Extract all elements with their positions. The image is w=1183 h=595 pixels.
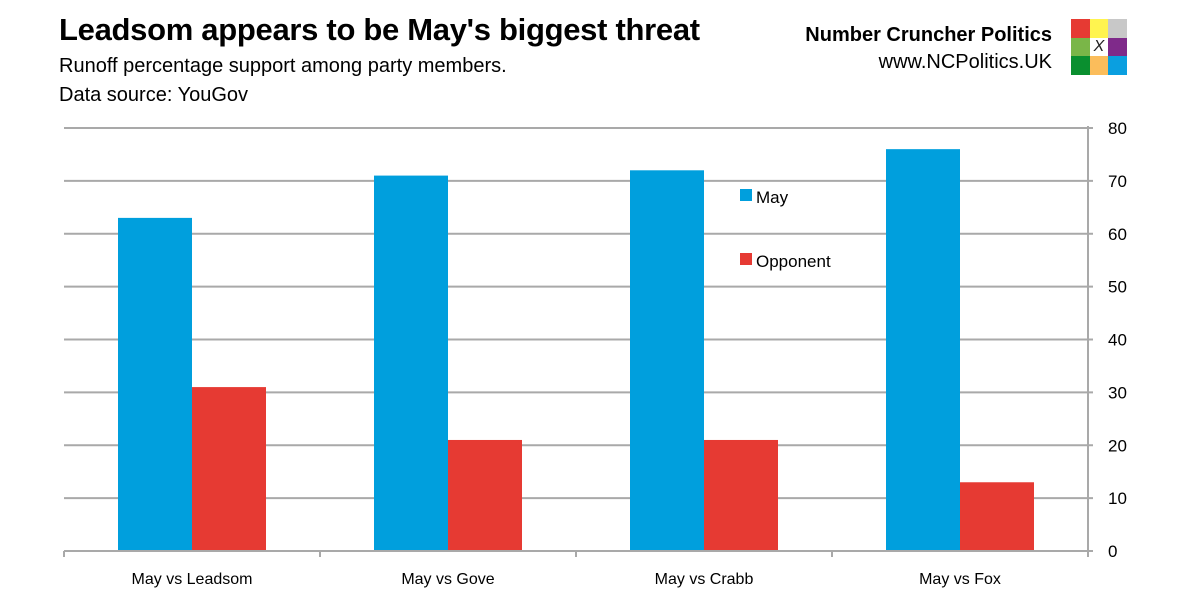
logo-color-cell: [1108, 37, 1127, 57]
x-category-label: May vs Leadsom: [132, 571, 253, 588]
y-tick-label: 80: [1108, 119, 1127, 138]
logo-color-cell: [1089, 19, 1109, 38]
bar-opponent: [960, 482, 1034, 551]
y-tick-label: 20: [1108, 436, 1127, 455]
logo-color-cell: [1071, 19, 1090, 38]
bar-may: [374, 175, 448, 551]
logo-color-cell: [1108, 56, 1127, 75]
logo-color-cell: [1071, 37, 1090, 57]
x-axis-labels: May vs Leadsom May vs Gove May vs Crabb May…: [132, 571, 1001, 588]
y-tick-label: 10: [1108, 489, 1127, 508]
bars: [118, 149, 1034, 552]
y-tick-label: 0: [1108, 542, 1117, 561]
axes: [63, 126, 1093, 557]
x-category-label: May vs Fox: [919, 571, 1001, 588]
y-tick-label: 40: [1108, 331, 1127, 350]
logo-color-cell: [1089, 56, 1109, 75]
chart-title: Leadsom appears to be May's biggest thre…: [59, 12, 700, 47]
legend-label-may: May: [756, 188, 789, 207]
legend-swatch-may: [740, 189, 752, 201]
logo-color-cell: [1108, 19, 1127, 38]
bar-may: [630, 170, 704, 552]
brand-name: Number Cruncher Politics: [805, 24, 1052, 46]
data-source: Data source: YouGov: [59, 84, 249, 106]
y-tick-label: 30: [1108, 383, 1127, 402]
y-tick-label: 50: [1108, 278, 1127, 297]
legend: May Opponent: [740, 188, 831, 271]
bar-opponent: [448, 439, 522, 551]
y-axis-ticks: 0 10 20 30 40 50 60 70 80: [1108, 119, 1127, 561]
logo-color-cell: [1071, 56, 1090, 75]
logo-cross-cell: X: [1089, 37, 1109, 57]
bar-opponent: [192, 387, 266, 551]
y-tick-label: 70: [1108, 172, 1127, 191]
legend-label-opponent: Opponent: [756, 252, 831, 271]
x-category-label: May vs Gove: [401, 571, 494, 588]
bar-may: [886, 149, 960, 551]
brand-logo: X: [1071, 19, 1127, 75]
brand-url: www.NCPolitics.UK: [878, 51, 1052, 73]
chart-subtitle: Runoff percentage support among party me…: [59, 55, 507, 77]
bar-may: [118, 217, 192, 551]
legend-swatch-opponent: [740, 253, 752, 265]
x-category-label: May vs Crabb: [655, 571, 754, 588]
y-tick-label: 60: [1108, 225, 1127, 244]
bar-opponent: [704, 439, 778, 551]
